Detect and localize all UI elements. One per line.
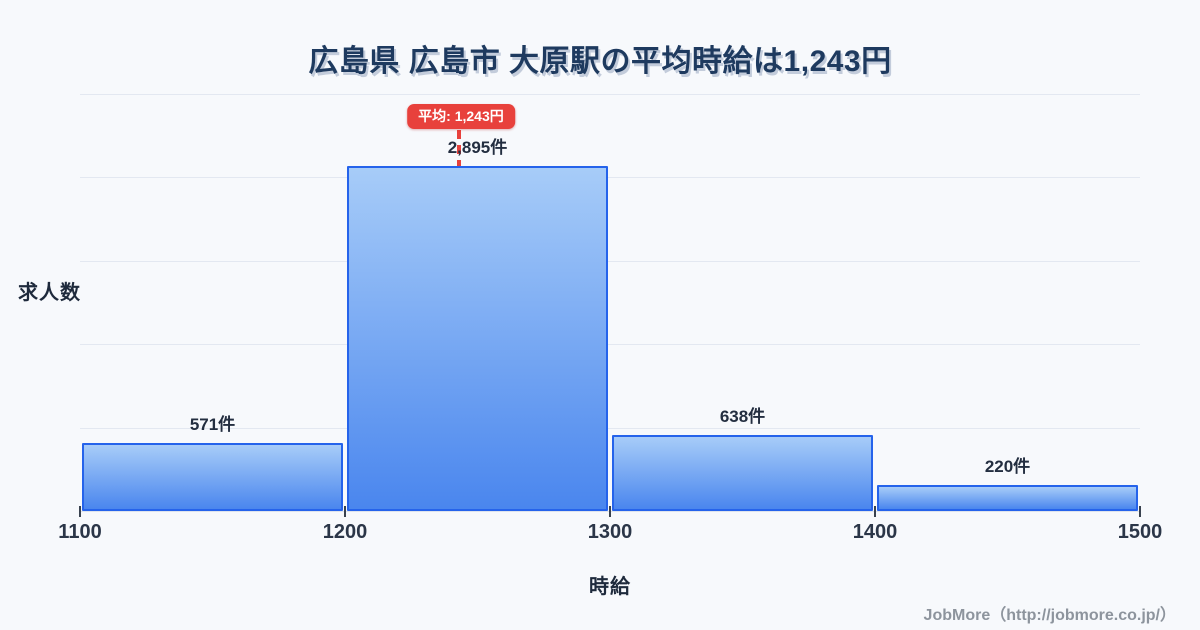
x-axis-title: 時給 (589, 576, 631, 598)
y-axis-title: 求人数 (18, 282, 81, 304)
bar-value-label: 220件 (984, 456, 1031, 476)
x-tick (874, 506, 876, 517)
x-tick-label: 1100 (58, 521, 102, 543)
bar-1200-1300 (347, 166, 608, 511)
bar-1300-1400 (612, 435, 873, 511)
average-value-badge: 平均: 1,243円 (407, 104, 515, 129)
x-tick (344, 506, 346, 517)
x-tick-label: 1500 (1117, 521, 1163, 543)
gridline (80, 427, 1140, 429)
gridline (80, 260, 1140, 262)
gridline (80, 177, 1140, 179)
bar-value-label: 2,895件 (447, 138, 508, 158)
chart-title: 広島県 広島市 大原駅の平均時給は1,243円 (308, 45, 892, 78)
bar-1400-1500 (877, 484, 1138, 511)
gridline (80, 94, 1140, 95)
bar-1100-1200 (82, 443, 343, 511)
footer-credit: JobMore（http://jobmore.co.jp/） (923, 607, 1176, 624)
gridline (80, 344, 1140, 346)
x-tick (609, 506, 611, 517)
x-tick (1139, 506, 1141, 517)
bar-value-label: 638件 (719, 407, 766, 426)
x-tick (79, 506, 81, 517)
x-tick-label: 1300 (587, 521, 633, 543)
bar-value-label: 571件 (189, 415, 236, 434)
x-tick-label: 1200 (322, 521, 368, 543)
x-tick-label: 1400 (852, 521, 898, 543)
